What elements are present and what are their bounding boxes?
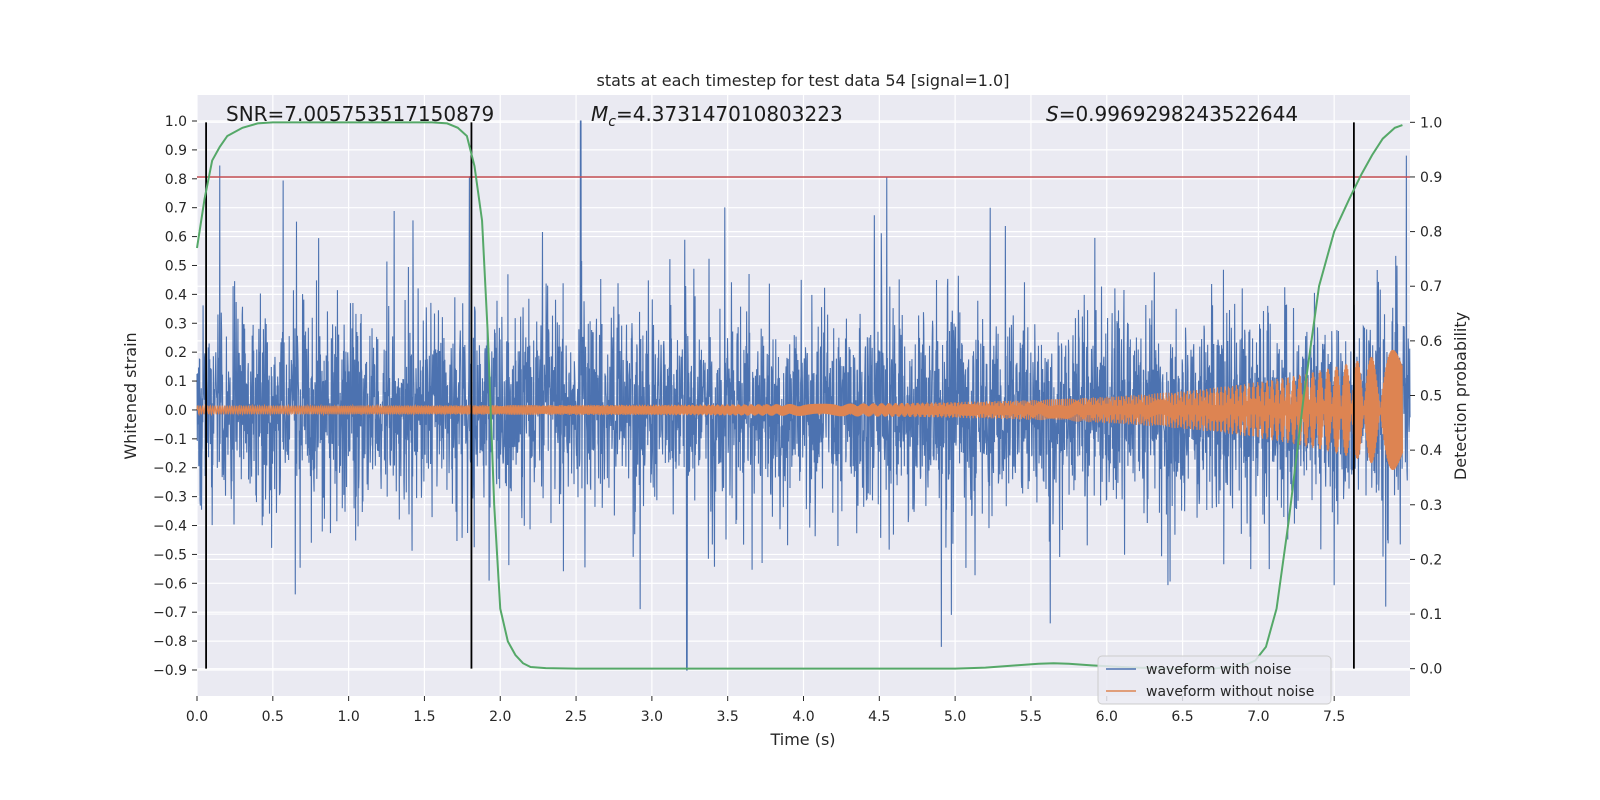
y-tick-label-left: 0.2 xyxy=(165,345,187,361)
y-tick-label-left: −0.5 xyxy=(153,547,187,563)
x-tick-label: 1.0 xyxy=(337,709,359,725)
clean-waveform-line xyxy=(196,349,1404,471)
x-tick-label: 4.0 xyxy=(792,709,814,725)
y-ticks-left: 1.0 0.9 0.8 0.7 0.6 0.5 0.4 0.3 0.2 0.1 0.0 −0.1 −0.… xyxy=(153,114,197,679)
x-tick-label: 4.5 xyxy=(868,709,890,725)
x-tick-label: 3.5 xyxy=(717,709,739,725)
mc-annotation: Mc=4.373147010803223 xyxy=(591,102,843,130)
x-tick-label: 5.0 xyxy=(944,709,966,725)
series-noisy xyxy=(196,120,1411,671)
y-tick-label-right: 0.5 xyxy=(1420,389,1442,405)
x-tick-label: 2.0 xyxy=(489,709,511,725)
y-tick-label-left: 0.4 xyxy=(165,287,187,303)
s-annotation: S=0.9969298243522644 xyxy=(1046,102,1298,126)
y-tick-label-left: −0.8 xyxy=(153,634,187,650)
y-tick-label-right: 0.9 xyxy=(1420,170,1442,186)
y-axis-label-right: Detection probability xyxy=(1451,312,1470,480)
x-ticks: 0.0 0.5 1.0 1.5 2.0 2.5 3.0 3.5 4.0 4.5 5.0 5.5 6.0 6… xyxy=(186,696,1345,725)
snr-annotation: SNR=7.005753517150879 xyxy=(226,102,494,126)
x-tick-label: 5.5 xyxy=(1020,709,1042,725)
y-tick-label-right: 0.4 xyxy=(1420,443,1442,459)
mc-value: =4.373147010803223 xyxy=(616,102,843,126)
legend-box xyxy=(1097,655,1332,705)
y-tick-label-right: 0.1 xyxy=(1420,607,1442,623)
s-value: =0.9969298243522644 xyxy=(1059,102,1298,126)
mc-symbol: M xyxy=(591,102,608,126)
x-tick-label: 0.0 xyxy=(186,709,208,725)
legend-label-noisy: waveform with noise xyxy=(1146,662,1291,678)
y-tick-label-left: 0.0 xyxy=(165,403,187,419)
y-tick-label-left: −0.4 xyxy=(153,519,187,535)
y-tick-label-left: −0.7 xyxy=(153,605,187,621)
y-tick-label-right: 0.0 xyxy=(1420,662,1442,678)
x-tick-label: 7.0 xyxy=(1247,709,1269,725)
x-tick-label: 0.5 xyxy=(262,709,284,725)
x-axis-label: Time (s) xyxy=(769,730,835,749)
y-tick-label-left: −0.1 xyxy=(153,432,187,448)
y-tick-label-right: 0.3 xyxy=(1420,498,1442,514)
y-tick-label-left: −0.9 xyxy=(153,663,187,679)
y-tick-label-left: −0.6 xyxy=(153,576,187,592)
y-tick-label-left: 0.3 xyxy=(165,316,187,332)
y-tick-label-right: 0.6 xyxy=(1420,334,1442,350)
y-tick-label-left: 0.6 xyxy=(165,230,187,246)
y-tick-label-left: 1.0 xyxy=(165,114,187,130)
y-tick-label-left: 0.1 xyxy=(165,374,187,390)
legend-label-clean: waveform without noise xyxy=(1146,684,1314,700)
y-tick-label-left: 0.9 xyxy=(165,143,187,159)
series-clean xyxy=(196,349,1404,471)
chart-title: stats at each timestep for test data 54 … xyxy=(597,71,1010,90)
y-tick-label-right: 0.2 xyxy=(1420,552,1442,568)
x-tick-label: 1.5 xyxy=(413,709,435,725)
y-tick-label-left: 0.7 xyxy=(165,201,187,217)
x-tick-label: 7.5 xyxy=(1323,709,1345,725)
y-tick-label-left: 0.5 xyxy=(165,258,187,274)
mc-subscript: c xyxy=(608,114,616,130)
y-tick-label-right: 0.7 xyxy=(1420,279,1442,295)
noisy-waveform-line xyxy=(196,120,1411,671)
y-tick-label-right: 1.0 xyxy=(1420,115,1442,131)
x-tick-label: 6.0 xyxy=(1096,709,1118,725)
s-symbol: S xyxy=(1046,102,1059,126)
x-tick-label: 2.5 xyxy=(565,709,587,725)
x-tick-label: 3.0 xyxy=(641,709,663,725)
y-tick-label-right: 0.8 xyxy=(1420,225,1442,241)
y-tick-label-left: 0.8 xyxy=(165,172,187,188)
vertical-lines xyxy=(205,122,1355,669)
x-tick-label: 6.5 xyxy=(1171,709,1193,725)
y-tick-label-left: −0.3 xyxy=(153,490,187,506)
y-tick-label-left: −0.2 xyxy=(153,461,187,477)
series-probability xyxy=(196,121,1403,670)
y-ticks-right: 1.0 0.9 0.8 0.7 0.6 0.5 0.4 0.3 0.2 0.1 0.0 xyxy=(1410,115,1442,678)
legend: waveform with noise waveform without noi… xyxy=(1097,655,1332,705)
y-axis-label-left: Whitened strain xyxy=(121,332,140,459)
